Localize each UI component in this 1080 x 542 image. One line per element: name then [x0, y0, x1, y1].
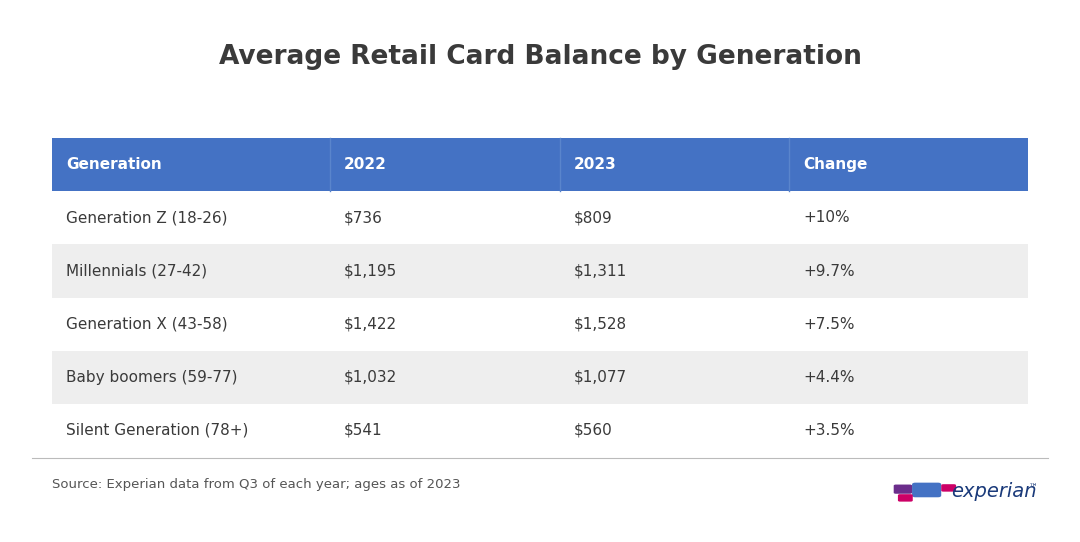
Text: +10%: +10%: [804, 210, 850, 225]
FancyBboxPatch shape: [52, 138, 1028, 191]
Text: $1,032: $1,032: [345, 370, 397, 385]
Text: Generation: Generation: [66, 157, 162, 172]
FancyBboxPatch shape: [897, 494, 913, 502]
Text: +7.5%: +7.5%: [804, 317, 854, 332]
Text: Source: Experian data from Q3 of each year; ages as of 2023: Source: Experian data from Q3 of each ye…: [52, 478, 460, 491]
Text: 2023: 2023: [573, 157, 617, 172]
Text: Change: Change: [804, 157, 867, 172]
FancyBboxPatch shape: [52, 244, 1028, 298]
Text: Generation Z (18-26): Generation Z (18-26): [66, 210, 228, 225]
FancyBboxPatch shape: [941, 484, 956, 492]
Text: Silent Generation (78+): Silent Generation (78+): [66, 423, 248, 438]
Text: $809: $809: [573, 210, 612, 225]
Text: ™: ™: [1029, 483, 1038, 492]
Text: $1,195: $1,195: [345, 263, 397, 279]
Text: +4.4%: +4.4%: [804, 370, 854, 385]
Text: Millennials (27-42): Millennials (27-42): [66, 263, 207, 279]
FancyBboxPatch shape: [894, 485, 913, 494]
Text: $736: $736: [345, 210, 383, 225]
FancyBboxPatch shape: [52, 191, 1028, 244]
FancyBboxPatch shape: [52, 404, 1028, 457]
Text: $560: $560: [573, 423, 612, 438]
Text: $541: $541: [345, 423, 382, 438]
Text: +3.5%: +3.5%: [804, 423, 854, 438]
Text: experian: experian: [951, 482, 1037, 501]
Text: $1,077: $1,077: [573, 370, 626, 385]
Text: $1,311: $1,311: [573, 263, 626, 279]
FancyBboxPatch shape: [52, 351, 1028, 404]
Text: $1,528: $1,528: [573, 317, 626, 332]
FancyBboxPatch shape: [912, 482, 941, 498]
Text: $1,422: $1,422: [345, 317, 397, 332]
Text: Average Retail Card Balance by Generation: Average Retail Card Balance by Generatio…: [218, 44, 862, 70]
Text: Generation X (43-58): Generation X (43-58): [66, 317, 228, 332]
Text: +9.7%: +9.7%: [804, 263, 854, 279]
Text: 2022: 2022: [345, 157, 387, 172]
Text: Baby boomers (59-77): Baby boomers (59-77): [66, 370, 238, 385]
FancyBboxPatch shape: [52, 298, 1028, 351]
